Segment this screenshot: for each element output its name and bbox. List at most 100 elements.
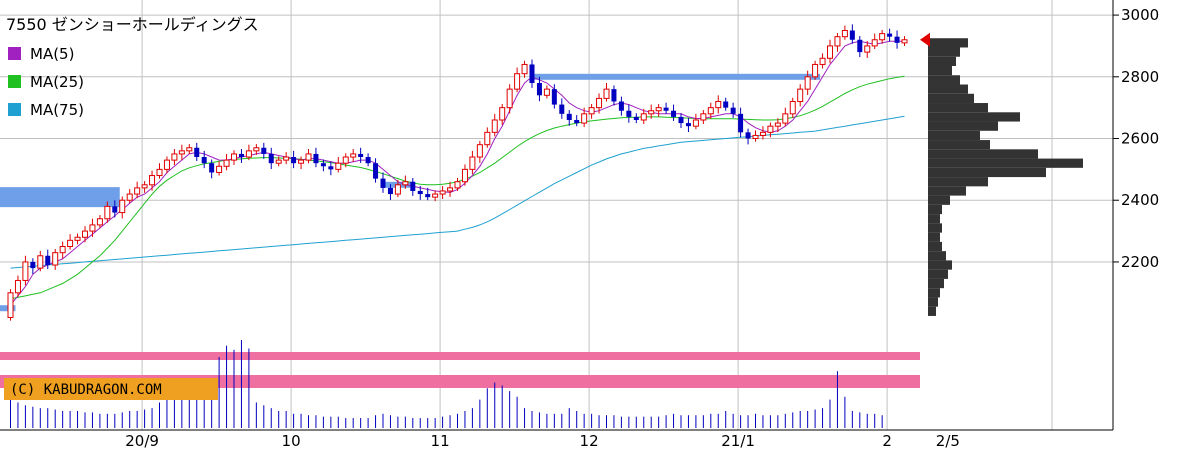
candle-13 [104,201,111,223]
candle-body-24 [186,147,193,152]
candle-42 [320,159,326,172]
copyright-background [4,378,218,400]
candle-body-93 [700,113,707,121]
candle-body-54 [410,181,416,191]
candle-36 [275,156,282,167]
candle-body-27 [209,163,215,173]
candle-43 [328,161,334,176]
profile-bar-29 [928,306,936,316]
candle-body-11 [89,224,96,232]
candle-41 [313,147,319,168]
chart-title: 7550 ゼンショーホールディングス [6,15,259,34]
candle-body-92 [692,119,699,127]
candle-body-100 [752,134,759,140]
candle-body-23 [178,150,185,155]
candle-body-72 [543,88,550,96]
candle-body-74 [559,104,565,114]
candle-body-47 [358,153,364,158]
candle-body-103 [774,122,781,127]
candle-body-107 [804,76,811,90]
copyright-text: (C) KABUDRAGON.COM [10,382,162,398]
candle-111 [834,32,841,52]
candle-71 [536,76,542,102]
candle-body-116 [871,39,878,47]
candle-110 [827,39,833,64]
candle-26 [201,150,207,169]
date-axis: 20/9 10 11 12 21/1 2 2/5 [125,432,960,450]
x-tick-label-5: 2 [882,432,892,450]
upper-pink-band [0,352,920,360]
candle-body-111 [834,36,841,47]
candle-67 [506,84,513,114]
candle-body-106 [797,88,804,102]
profile-bar-18 [928,204,942,215]
candle-body-10 [82,230,88,238]
legend-label-ma25: MA(25) [30,73,84,91]
candle-117 [879,29,886,44]
candle-body-52 [394,184,401,195]
candle-body-75 [566,113,572,120]
candle-body-87 [655,107,662,112]
candle-96 [723,97,729,111]
candle-body-108 [812,63,819,78]
x-tick-label-4: 21/1 [721,432,755,450]
candle-body-113 [849,30,855,40]
candle-12 [96,215,103,228]
candle-body-2 [22,261,29,281]
candle-20 [156,163,163,179]
candle-body-102 [767,125,774,133]
candle-body-62 [469,156,476,170]
candle-body-36 [275,159,282,164]
candle-53 [402,175,409,189]
x-tick-label-6: 2/5 [936,432,960,450]
candle-body-53 [402,181,409,186]
candle-body-19 [149,175,156,186]
candle-104 [782,107,789,127]
resistance-level-1 [0,187,120,208]
candle-58 [439,186,446,199]
candlesticks [7,24,908,321]
candle-body-51 [387,187,393,195]
candle-65 [491,113,498,137]
profile-bar-4 [928,75,960,85]
candle-10 [82,226,88,243]
candle-body-112 [841,30,848,38]
candle-33 [253,144,260,155]
candle-23 [178,144,185,160]
current-price-marker [920,32,930,47]
candle-body-78 [588,107,595,115]
candle-45 [342,153,349,168]
candle-30 [231,150,237,166]
candle-body-55 [417,190,423,195]
candle-body-105 [789,100,796,115]
candle-29 [223,153,230,171]
candle-body-18 [141,184,148,189]
candle-15 [119,196,126,219]
candle-78 [588,103,595,119]
candle-64 [484,127,491,148]
candle-body-68 [514,73,521,90]
candle-body-56 [425,194,431,198]
candle-body-0 [7,292,14,318]
candle-body-71 [536,82,542,96]
volume-bars [10,340,883,428]
profile-bar-2 [928,56,956,66]
candle-107 [804,70,811,96]
candle-16 [126,189,133,204]
legend-swatch-ma25 [8,75,21,88]
candle-body-46 [350,153,357,158]
candle-113 [849,24,855,44]
profile-bar-26 [928,278,944,289]
profile-bar-28 [928,297,938,307]
candle-6 [52,248,59,270]
candle-body-30 [231,153,237,161]
candle-48 [365,153,371,167]
candle-body-89 [671,110,677,117]
candle-body-22 [171,153,178,161]
candle-75 [566,110,572,126]
profile-bar-20 [928,223,942,233]
candle-body-21 [163,159,170,170]
profile-bar-6 [928,93,974,104]
candle-body-67 [506,88,513,109]
